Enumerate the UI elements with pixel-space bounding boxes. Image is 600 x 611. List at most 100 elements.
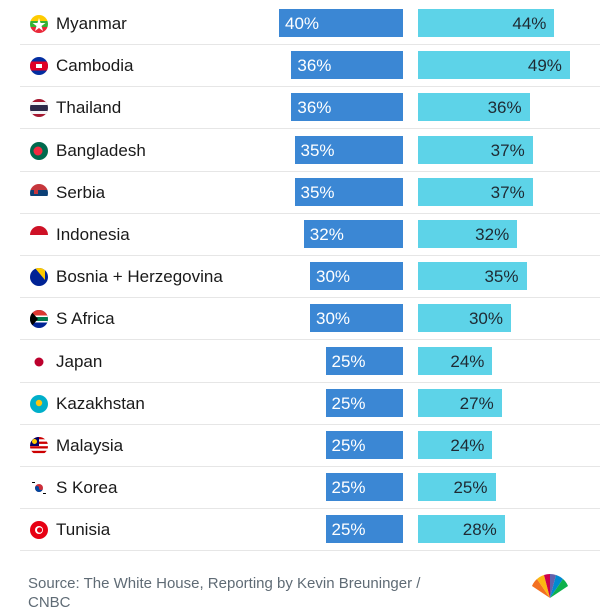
chart-row: Kazakhstan 25% 27% <box>0 383 600 425</box>
bar-series-1 <box>279 9 403 37</box>
row-divider <box>20 339 600 341</box>
category-label: Bosnia + Herzegovina <box>56 267 223 287</box>
data-label-series-2: 37% <box>490 182 525 202</box>
bar-series-2 <box>418 177 533 206</box>
data-label-series-1: 32% <box>309 225 344 244</box>
chart-row: S Korea 25% 25% <box>0 467 600 510</box>
thailand-flag-icon <box>30 99 48 118</box>
data-label-series-2: 37% <box>490 140 525 160</box>
data-label-series-2: 27% <box>459 393 494 413</box>
data-label-series-2: 49% <box>527 56 562 76</box>
data-label-series-2: 35% <box>484 267 519 287</box>
bar-series-1 <box>325 515 403 544</box>
chart-row: Thailand 36% 36% <box>0 87 600 130</box>
chart-row: Malaysia 25% 24% <box>0 425 600 467</box>
south-africa-flag-icon <box>30 310 48 329</box>
row-divider <box>20 466 600 467</box>
data-label-series-1: 35% <box>300 140 335 160</box>
data-label-series-2: 44% <box>512 14 547 33</box>
chart-row: Cambodia 36% 49% <box>0 45 600 88</box>
bar-series-2 <box>418 262 527 291</box>
kazakhstan-flag-icon <box>30 394 48 413</box>
bar-series-1 <box>294 135 403 164</box>
data-label-series-1: 30% <box>316 267 351 287</box>
chart-row: Bangladesh 35% 37% <box>0 130 600 172</box>
serbia-flag-icon <box>30 183 48 202</box>
bar-series-1 <box>291 51 403 80</box>
bar-series-2 <box>418 9 555 37</box>
category-label: Thailand <box>56 98 122 118</box>
bar-series-2 <box>418 346 493 375</box>
bar-series-1 <box>325 431 403 459</box>
data-label-series-1: 36% <box>297 98 332 118</box>
row-divider <box>20 212 600 214</box>
bar-series-2 <box>418 93 530 122</box>
bar-series-2 <box>418 388 502 417</box>
south-korea-flag-icon <box>30 479 48 498</box>
data-label-series-1: 30% <box>316 309 351 329</box>
bar-series-1 <box>294 177 403 206</box>
data-label-series-2: 25% <box>453 478 488 498</box>
bar-series-1 <box>291 93 403 122</box>
row-divider <box>20 550 600 552</box>
cambodia-flag-icon <box>30 57 48 76</box>
bar-series-1 <box>325 346 403 375</box>
source-note: Source: The White House, Reporting by Ke… <box>28 575 421 592</box>
bangladesh-flag-icon <box>30 141 48 160</box>
chart-row: Bosnia + Herzegovina 30% 35% <box>0 256 600 299</box>
data-label-series-1: 25% <box>331 436 366 455</box>
category-label: S Africa <box>56 309 115 329</box>
chart-row: Serbia 35% 37% <box>0 172 600 214</box>
row-divider <box>20 170 600 172</box>
category-label: Indonesia <box>56 225 130 244</box>
data-label-series-2: 24% <box>450 436 485 455</box>
data-label-series-2: 28% <box>462 520 497 540</box>
data-label-series-2: 36% <box>487 98 522 118</box>
row-divider <box>20 381 600 383</box>
row-divider <box>20 423 600 425</box>
tunisia-flag-icon <box>30 521 48 540</box>
data-label-series-1: 25% <box>331 520 366 540</box>
data-label-series-1: 25% <box>331 351 366 371</box>
category-label: Kazakhstan <box>56 393 145 413</box>
bar-series-1 <box>310 304 403 333</box>
row-divider <box>20 508 600 510</box>
bosnia-herzegovina-flag-icon <box>30 268 48 287</box>
cnbc-peacock-logo <box>532 573 568 598</box>
data-label-series-1: 35% <box>300 182 335 202</box>
chart-row: Japan 25% 24% <box>0 341 600 383</box>
category-label: Tunisia <box>56 520 111 540</box>
category-label: Japan <box>56 351 103 371</box>
row-divider <box>20 255 600 256</box>
bar-series-1 <box>325 388 403 417</box>
category-label: Myanmar <box>56 14 127 33</box>
japan-flag-icon <box>30 352 48 371</box>
category-label: Bangladesh <box>56 140 146 160</box>
bar-series-1 <box>303 220 403 248</box>
bar-series-1 <box>325 473 403 502</box>
category-label: Cambodia <box>56 56 134 76</box>
bar-series-2 <box>418 135 533 164</box>
data-label-series-1: 25% <box>331 478 366 498</box>
myanmar-flag-icon <box>30 15 48 33</box>
row-divider <box>20 297 600 299</box>
bar-series-2 <box>418 515 505 544</box>
data-label-series-1: 25% <box>331 393 366 413</box>
bar-series-1 <box>310 262 403 291</box>
data-label-series-1: 40% <box>285 14 320 33</box>
data-label-series-2: 24% <box>450 351 485 371</box>
row-divider <box>20 86 600 88</box>
bar-series-2 <box>418 220 518 248</box>
data-label-series-2: 32% <box>475 225 510 244</box>
category-label: Malaysia <box>56 436 124 455</box>
bar-series-2 <box>418 51 570 80</box>
row-divider <box>20 128 600 130</box>
chart-row: Indonesia 32% 32% <box>0 214 600 256</box>
source-note-continued: CNBC <box>28 594 71 611</box>
chart-row: Tunisia 25% 28% <box>0 509 600 552</box>
chart-row: Myanmar 40% 44% <box>0 3 600 45</box>
malaysia-flag-icon <box>30 437 48 455</box>
category-label: Serbia <box>56 182 106 202</box>
bar-series-2 <box>418 473 496 502</box>
